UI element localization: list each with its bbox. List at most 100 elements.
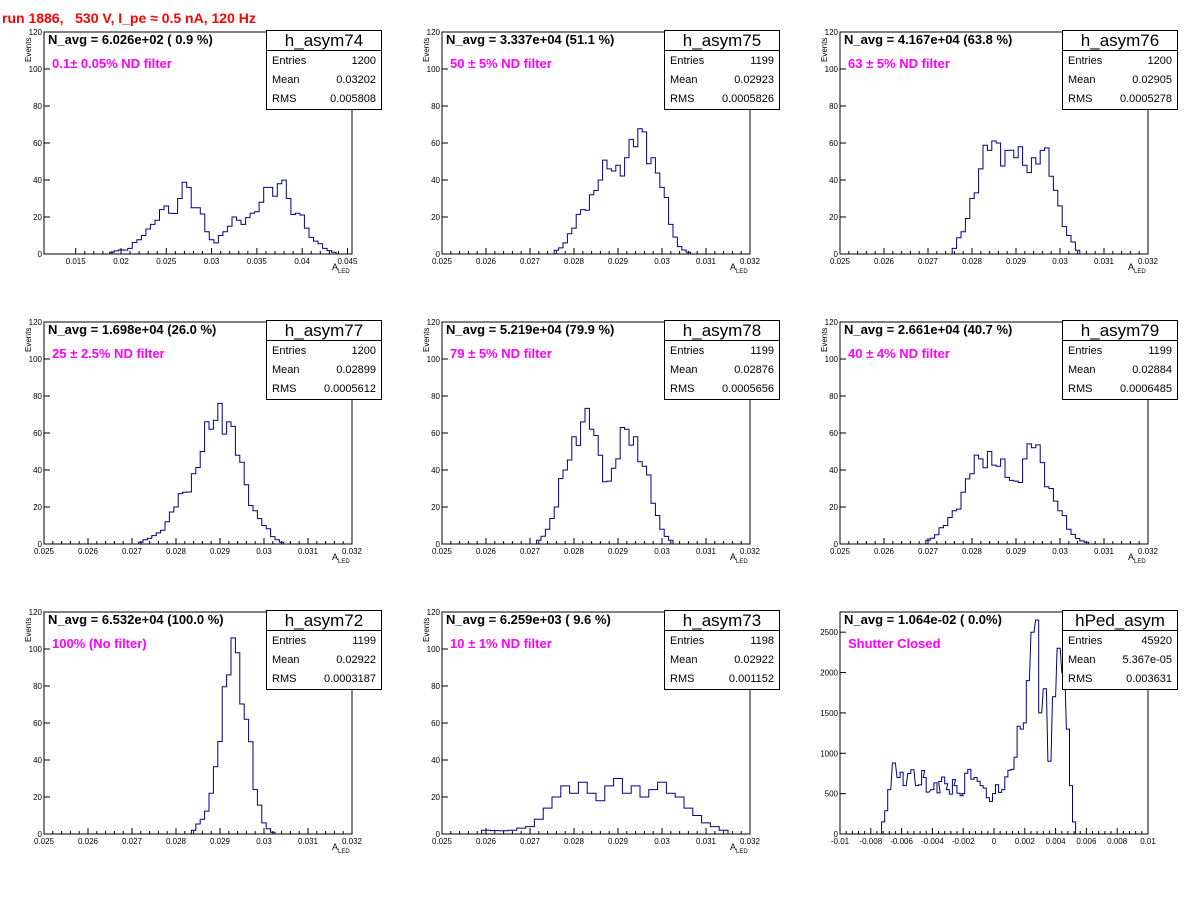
stats-row-rms: RMS 0.005808 xyxy=(272,89,376,109)
x-tick-label: 0.031 xyxy=(298,547,319,556)
y-axis-label: Events xyxy=(820,37,829,62)
y-tick-label: 120 xyxy=(825,28,839,37)
x-tick-label: 0.027 xyxy=(520,257,541,266)
y-tick-label: 120 xyxy=(427,608,441,617)
stats-key: Mean xyxy=(272,654,300,666)
stats-value: 0.02876 xyxy=(734,364,774,376)
histogram-line-h_asym76 xyxy=(951,140,1081,254)
y-tick-label: 100 xyxy=(427,645,441,654)
filter-label: 79 ± 5% ND filter xyxy=(450,346,552,361)
plot-svg: 0.015 0.02 0.025 0.03 0.035 0.04 0.045 0 20 40 60 8… xyxy=(29,28,358,266)
y-tick-label: 1500 xyxy=(820,709,838,718)
x-tick-label: 0.031 xyxy=(696,547,717,556)
n-avg-label: N_avg = 1.064e-02 ( 0.0%) xyxy=(844,612,1002,627)
stats-row-entries: Entries 1200 xyxy=(272,341,376,361)
x-tick-label: 0.025 xyxy=(432,837,453,846)
stats-key: Entries xyxy=(1068,635,1103,647)
filter-label: 40 ± 4% ND filter xyxy=(848,346,950,361)
histogram-name: h_asym78 xyxy=(665,321,779,341)
n-avg-label: N_avg = 2.661e+04 (40.7 %) xyxy=(844,322,1013,337)
x-tick-label: -0.002 xyxy=(952,837,975,846)
stats-key: RMS xyxy=(1068,673,1093,685)
stats-box: h_asym78 Entries 1199 Mean 0.02876 RMS 0.00056… xyxy=(664,320,780,400)
stats-value: 1199 xyxy=(750,55,774,67)
stats-value: 1200 xyxy=(1147,55,1172,67)
stats-value: 0.0006485 xyxy=(1120,383,1172,395)
histogram-name: h_asym73 xyxy=(665,611,779,631)
filter-label: 100% (No filter) xyxy=(52,636,147,651)
x-tick-label: 0.03 xyxy=(256,547,272,556)
x-axis-label: ALED xyxy=(730,552,748,565)
stats-value: 0.003631 xyxy=(1126,673,1172,685)
stats-value: 0.03202 xyxy=(336,74,376,86)
y-tick-label: 120 xyxy=(29,608,43,617)
x-tick-label: 0.03 xyxy=(256,837,272,846)
histogram-line-hPed_asym xyxy=(881,619,1077,834)
n-avg-label: N_avg = 6.026e+02 ( 0.9 %) xyxy=(48,32,213,47)
x-tick-label: 0.028 xyxy=(564,837,585,846)
x-tick-label: -0.004 xyxy=(921,837,944,846)
stats-value: 0.02922 xyxy=(336,654,376,666)
y-tick-label: 40 xyxy=(33,176,42,185)
histogram-panel-h_asym76: 0.025 0.026 0.027 0.028 0.029 0.03 0.031 0.032 0… xyxy=(796,28,1194,318)
x-tick-label: 0.029 xyxy=(608,257,629,266)
y-tick-label: 80 xyxy=(33,102,42,111)
histogram-panel-hPed_asym: -0.01 -0.008 -0.006 -0.004 -0.002 0 0.002 0.004… xyxy=(796,608,1194,898)
x-tick-label: 0.032 xyxy=(342,837,363,846)
histogram-name: h_asym76 xyxy=(1063,31,1177,51)
y-tick-label: 100 xyxy=(29,355,43,364)
n-avg-label: N_avg = 5.219e+04 (79.9 %) xyxy=(446,322,615,337)
histogram-name: h_asym79 xyxy=(1063,321,1177,341)
stats-box: h_asym75 Entries 1199 Mean 0.02923 RMS 0.00058… xyxy=(664,30,780,110)
x-tick-label: -0.006 xyxy=(890,837,913,846)
x-tick-label: 0.028 xyxy=(962,257,983,266)
stats-key: RMS xyxy=(670,673,695,685)
stats-value: 0.0005612 xyxy=(324,383,376,395)
x-tick-label: 0.03 xyxy=(204,257,220,266)
stats-row-mean: Mean 0.03202 xyxy=(272,70,376,90)
stats-row-mean: Mean 0.02876 xyxy=(670,360,774,380)
y-tick-label: 60 xyxy=(33,139,42,148)
y-axis-label: Events xyxy=(422,37,431,62)
stats-key: RMS xyxy=(1068,93,1093,105)
y-tick-label: 0 xyxy=(436,540,441,549)
stats-value: 0.0005656 xyxy=(722,383,774,395)
y-tick-label: 20 xyxy=(431,503,440,512)
stats-key: Mean xyxy=(272,364,300,376)
stats-key: Entries xyxy=(1068,55,1103,67)
stats-value: 1199 xyxy=(352,635,376,647)
x-tick-label: 0.027 xyxy=(918,257,939,266)
y-tick-label: 1000 xyxy=(820,749,838,758)
x-tick-label: -0.01 xyxy=(831,837,850,846)
x-tick-label: 0.031 xyxy=(696,837,717,846)
stats-value: 0.0005278 xyxy=(1120,93,1172,105)
x-axis-label: ALED xyxy=(332,552,350,565)
x-tick-label: 0 xyxy=(992,837,997,846)
stats-key: Mean xyxy=(1068,654,1096,666)
stats-row-mean: Mean 0.02922 xyxy=(272,650,376,670)
stats-row-entries: Entries 1199 xyxy=(670,51,774,71)
y-axis-label: Events xyxy=(24,37,33,62)
y-tick-label: 500 xyxy=(825,790,839,799)
stats-box: h_asym74 Entries 1200 Mean 0.03202 RMS 0.00580… xyxy=(266,30,382,110)
stats-row-entries: Entries 1199 xyxy=(272,631,376,651)
stats-value: 0.02899 xyxy=(336,364,376,376)
x-tick-label: 0.027 xyxy=(520,547,541,556)
y-tick-label: 60 xyxy=(431,139,440,148)
plot-svg: 0.025 0.026 0.027 0.028 0.029 0.03 0.031 0.032 0… xyxy=(825,318,1159,556)
filter-label: 25 ± 2.5% ND filter xyxy=(52,346,165,361)
stats-key: RMS xyxy=(272,93,297,105)
y-tick-label: 40 xyxy=(431,756,440,765)
x-tick-label: 0.028 xyxy=(564,547,585,556)
y-axis-label: Events xyxy=(24,327,33,352)
y-tick-label: 20 xyxy=(431,793,440,802)
stats-value: 1198 xyxy=(750,635,774,647)
x-axis-label: ALED xyxy=(1128,262,1146,275)
histogram-name: h_asym75 xyxy=(665,31,779,51)
stats-box: h_asym72 Entries 1199 Mean 0.02922 RMS 0.00031… xyxy=(266,610,382,690)
x-tick-label: 0.032 xyxy=(1138,547,1159,556)
x-tick-label: 0.03 xyxy=(1052,547,1068,556)
stats-value: 0.02905 xyxy=(1132,74,1172,86)
x-tick-label: 0.031 xyxy=(1094,547,1115,556)
stats-row-entries: Entries 1199 xyxy=(1068,341,1172,361)
